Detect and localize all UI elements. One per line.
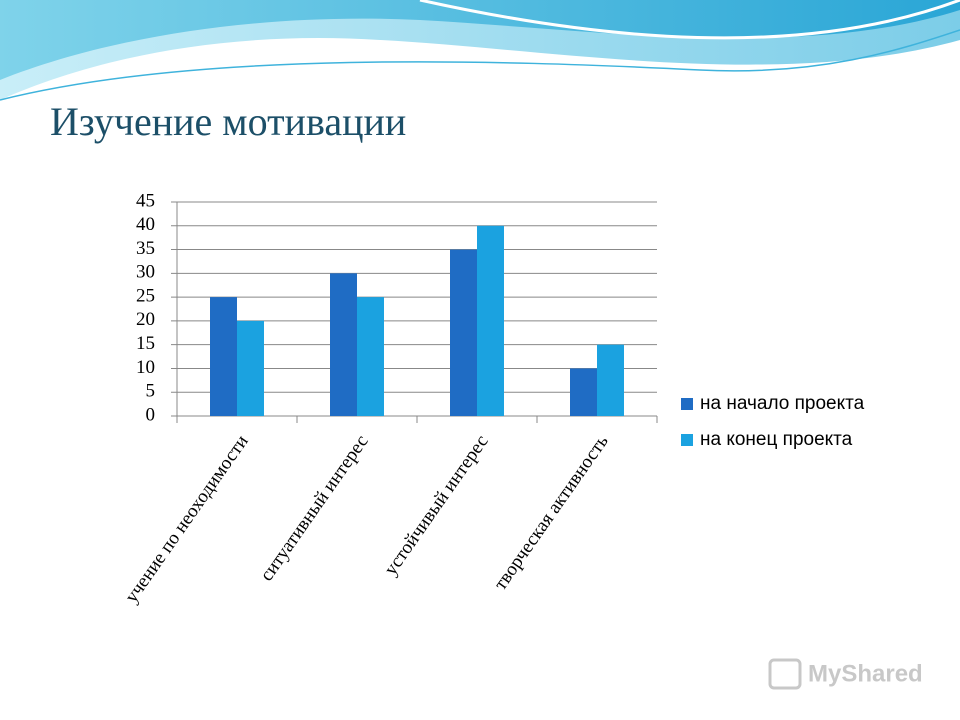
y-tick-label: 5 <box>146 381 156 402</box>
watermark-icon <box>768 658 802 690</box>
y-tick-label: 30 <box>136 262 155 283</box>
bar <box>210 297 237 416</box>
legend-label: на конец проекта <box>700 429 853 450</box>
x-tick-label: устойчивый интерес <box>380 431 492 579</box>
header-wave-line <box>0 29 960 101</box>
y-tick-label: 35 <box>136 238 155 259</box>
x-tick-label: ситуативный интерес <box>256 431 372 585</box>
x-tick-label: учение по неоходимости <box>121 431 253 606</box>
bar <box>450 249 477 416</box>
watermark: MyShared <box>808 660 923 687</box>
legend-swatch <box>681 434 693 446</box>
slide-title: Изучение мотивации <box>50 99 406 144</box>
y-tick-label: 25 <box>136 285 155 306</box>
y-tick-label: 15 <box>136 333 155 354</box>
y-tick-label: 10 <box>136 357 155 378</box>
bar <box>570 368 597 416</box>
x-tick-label: творческая активность <box>490 431 613 594</box>
y-tick-label: 20 <box>136 309 155 330</box>
header-wave <box>0 0 960 80</box>
legend-label: на начало проекта <box>700 393 865 414</box>
bar <box>237 320 264 416</box>
y-tick-label: 45 <box>136 190 155 211</box>
bar <box>597 344 624 416</box>
legend-swatch <box>681 398 693 410</box>
bar <box>357 297 384 416</box>
header-wave-line <box>419 0 960 40</box>
bar <box>477 225 504 416</box>
y-tick-label: 0 <box>146 404 156 425</box>
bar <box>330 273 357 416</box>
y-tick-label: 40 <box>136 214 155 235</box>
